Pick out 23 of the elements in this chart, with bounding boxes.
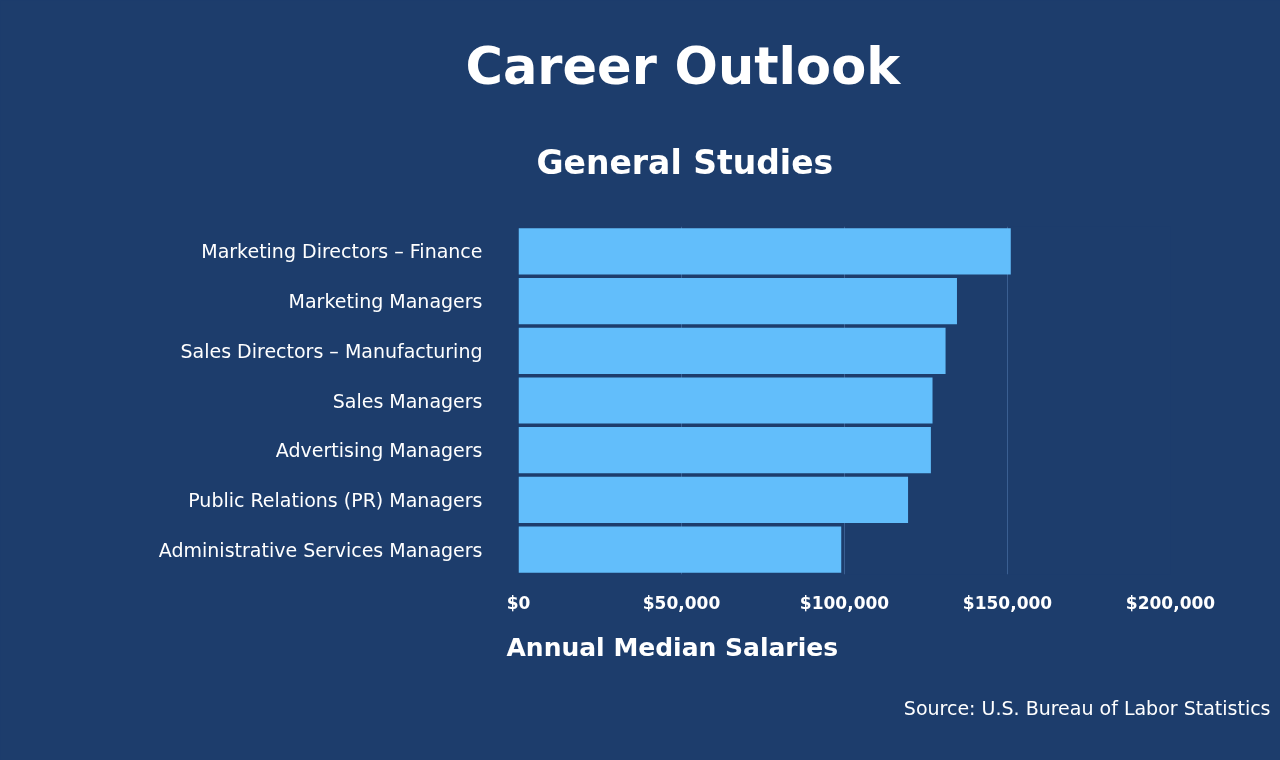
- x-tick-label: $50,000: [642, 592, 721, 613]
- y-tick-label: Marketing Managers: [288, 290, 483, 313]
- bar: [518, 277, 957, 325]
- bar: [518, 327, 946, 374]
- x-tick-label: $200,000: [1125, 592, 1216, 613]
- x-tick-label: $100,000: [799, 592, 890, 613]
- y-tick-label: Sales Directors – Manufacturing: [180, 339, 483, 362]
- y-tick-label: Administrative Services Managers: [158, 538, 483, 561]
- source-note: Source: U.S. Bureau of Labor Statistics: [903, 696, 1271, 719]
- x-tick-label: $0: [506, 592, 531, 613]
- y-tick-label: Public Relations (PR) Managers: [188, 488, 483, 511]
- x-axis-title: Annual Median Salaries: [506, 632, 839, 662]
- y-tick-label: Advertising Managers: [275, 439, 483, 462]
- chart-title: Career Outlook: [465, 36, 902, 96]
- bar: [518, 228, 1011, 275]
- y-tick-label: Marketing Directors – Finance: [201, 240, 483, 263]
- chart-subtitle: General Studies: [536, 142, 834, 182]
- bar: [518, 377, 933, 424]
- x-tick-label: $150,000: [962, 592, 1053, 613]
- bar: [518, 526, 842, 573]
- bar: [518, 427, 931, 474]
- y-tick-label: Sales Managers: [332, 389, 483, 412]
- bar: [518, 476, 909, 524]
